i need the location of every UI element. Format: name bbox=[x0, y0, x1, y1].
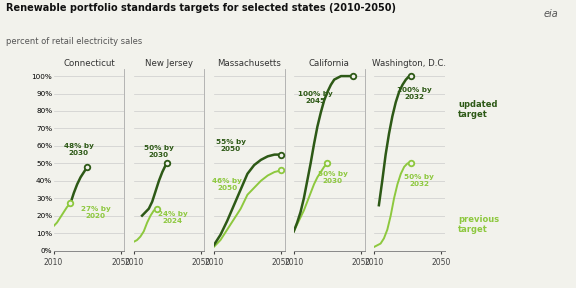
Text: previous
target: previous target bbox=[458, 215, 499, 234]
Title: Connecticut: Connecticut bbox=[63, 59, 115, 68]
Text: 24% by
2024: 24% by 2024 bbox=[158, 211, 187, 224]
Text: 55% by
2050: 55% by 2050 bbox=[215, 139, 245, 152]
Text: updated
target: updated target bbox=[458, 100, 498, 119]
Text: 100% by
2045: 100% by 2045 bbox=[298, 90, 333, 103]
Text: 50% by
2030: 50% by 2030 bbox=[144, 145, 174, 158]
Text: 50% by
2030: 50% by 2030 bbox=[317, 171, 347, 184]
Text: 100% by
2032: 100% by 2032 bbox=[397, 87, 431, 100]
Text: 46% by
2050: 46% by 2050 bbox=[212, 178, 242, 191]
Text: eia: eia bbox=[544, 9, 559, 19]
Text: 50% by
2032: 50% by 2032 bbox=[404, 174, 434, 187]
Text: percent of retail electricity sales: percent of retail electricity sales bbox=[6, 37, 142, 46]
Title: Massachusetts: Massachusetts bbox=[217, 59, 281, 68]
Text: 48% by
2030: 48% by 2030 bbox=[64, 143, 94, 156]
Text: Renewable portfolio standards targets for selected states (2010-2050): Renewable portfolio standards targets fo… bbox=[6, 3, 396, 13]
Text: 27% by
2020: 27% by 2020 bbox=[81, 206, 111, 219]
Title: New Jersey: New Jersey bbox=[145, 59, 193, 68]
Title: Washington, D.C.: Washington, D.C. bbox=[372, 59, 446, 68]
Title: California: California bbox=[309, 59, 350, 68]
